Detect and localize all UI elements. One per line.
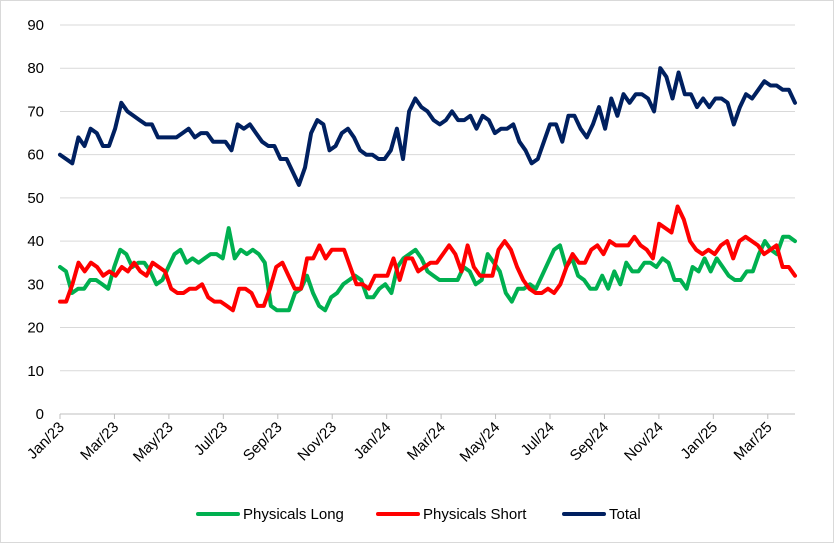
y-tick-label: 20 [27,320,44,337]
series-line-physicals-short [58,204,797,313]
x-axis: Jan/23 Mar/23 May/23 Jul/23 Sep/23 Nov/23 Jan/… [24,413,795,466]
legend: Physicals Long Physicals Short Total [196,506,641,523]
legend-label-physicals-short: Physicals Short [423,506,527,523]
y-tick-label: 90 [27,17,44,34]
x-tick-label: Sep/23 [240,419,286,465]
x-tick-label: Nov/23 [294,419,340,465]
x-tick-label: Sep/24 [567,419,613,465]
y-tick-label: 70 [27,103,44,120]
series-line-physicals-long [58,226,797,313]
y-tick-label: 80 [27,60,44,77]
series-lines [58,66,797,313]
gridlines [60,24,795,372]
y-tick-label: 0 [36,406,44,423]
x-tick-label: Mar/24 [404,419,449,464]
x-tick-label: Jul/23 [191,419,231,459]
y-tick-label: 60 [27,147,44,164]
series-line-total [58,66,797,187]
legend-label-total: Total [609,506,641,523]
x-tick-label: Jan/25 [677,419,721,463]
x-tick-label: May/23 [130,419,177,466]
x-tick-label: May/24 [457,419,504,466]
x-tick-label: Jan/23 [24,419,68,463]
y-tick-label: 30 [27,276,44,293]
y-tick-label: 40 [27,233,44,250]
legend-label-physicals-long: Physicals Long [243,506,344,523]
y-tick-label: 50 [27,190,44,207]
x-tick-label: Mar/23 [77,419,122,464]
x-tick-label: Jul/24 [518,419,558,459]
x-tick-label: Mar/25 [731,419,776,464]
y-axis-ticks: 0 10 20 30 40 50 60 70 80 90 [27,17,44,423]
x-tick-label: Jan/24 [351,419,395,463]
y-tick-label: 10 [27,363,44,380]
x-tick-label: Nov/24 [621,419,667,465]
